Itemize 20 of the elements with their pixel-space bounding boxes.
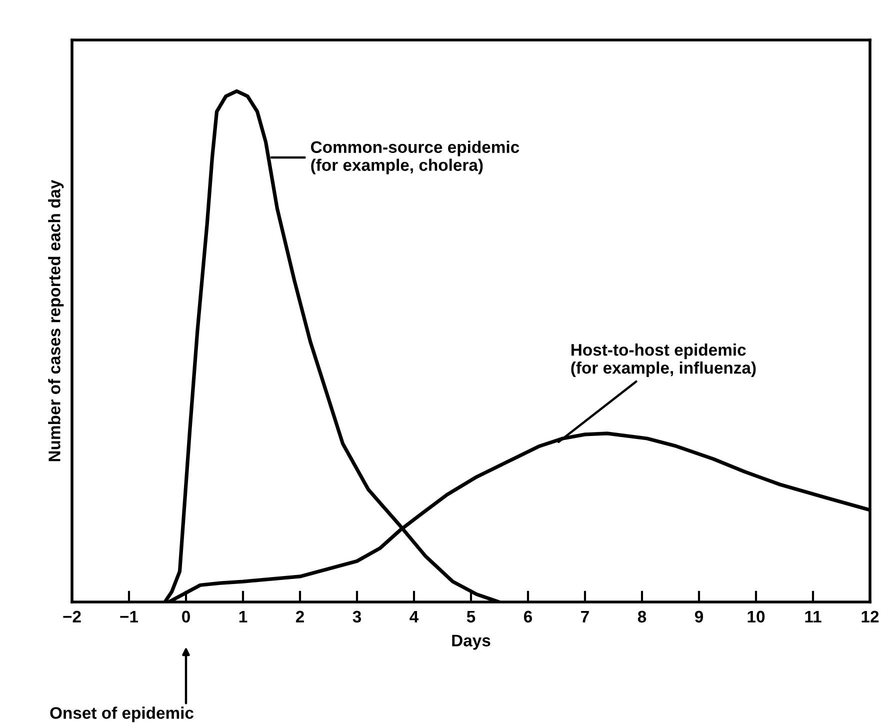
x-tick-label: 0 [182, 610, 190, 623]
annotation: Host-to-host epidemic (for example, influenza) [571, 344, 756, 378]
x-axis-title: Days [452, 634, 490, 650]
x-tick-label: 8 [638, 610, 646, 623]
x-tick-label: 9 [694, 610, 704, 623]
annotation: Common-source epidemic (for example, cholera) [311, 140, 520, 174]
x-tick-label: 12 [862, 610, 879, 622]
x-tick-label: 10 [748, 610, 765, 623]
x-tick-label: 4 [410, 610, 419, 622]
text: Onset of epidemic [50, 706, 194, 722]
x-tick-label: −1 [120, 610, 138, 622]
x-tick-label: −2 [63, 610, 81, 622]
x-tick-label: 3 [352, 610, 362, 623]
y-axis-title: Number of cases reported each day [48, 180, 64, 462]
x-tick-label: 5 [466, 610, 476, 623]
x-tick-label: 1 [239, 610, 248, 622]
x-tick-label: 11 [805, 610, 822, 622]
x-tick-label: 7 [581, 610, 589, 622]
x-tick-label: 2 [296, 610, 304, 622]
x-tick-label: 6 [524, 610, 532, 623]
